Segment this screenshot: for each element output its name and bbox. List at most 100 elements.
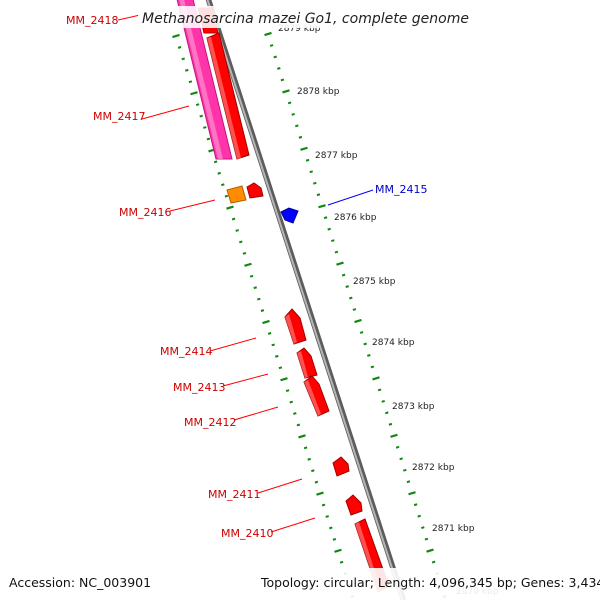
inner-track-minor-tick: [307, 457, 311, 461]
outer-track-major-tick: [318, 204, 326, 209]
tick-label: 2879 kbp: [278, 24, 321, 34]
gene-label-layer: MM_2418 MM_2417 MM_2416 MM_2415 MM_2414 …: [66, 14, 427, 540]
outer-track-major-tick: [264, 31, 272, 37]
gene-label-MM_2413[interactable]: MM_2413: [173, 381, 225, 394]
gene-MM_2414-highlight: [285, 314, 297, 344]
outer-track-minor-tick: [403, 468, 407, 472]
gene-MM_2410a-feature[interactable]: [345, 494, 363, 516]
outer-track-major-tick: [354, 318, 362, 324]
inner-track-major-tick: [298, 434, 306, 439]
gene-MM_2416-feature[interactable]: [246, 182, 264, 199]
gene-label-MM_2412[interactable]: MM_2412: [184, 416, 236, 429]
inner-track-minor-tick: [275, 354, 279, 358]
outer-tick-track: [264, 31, 447, 598]
outer-track-minor-tick: [273, 55, 277, 59]
outer-track-major-tick: [408, 491, 416, 496]
inner-track-minor-tick: [206, 137, 211, 141]
inner-track-minor-tick: [257, 297, 261, 301]
inner-track-major-tick: [316, 491, 324, 496]
inner-track-minor-tick: [235, 229, 239, 232]
inner-track-minor-tick: [332, 537, 337, 541]
gene-MM_2412-highlight: [304, 380, 321, 416]
inner-track-minor-tick: [271, 343, 275, 347]
inner-track-minor-tick: [181, 57, 185, 61]
inner-track-minor-tick: [188, 80, 193, 84]
outer-track-minor-tick: [352, 308, 357, 311]
tick-label: 2872 kbp: [412, 463, 455, 473]
inner-track-minor-tick: [329, 526, 333, 530]
gene-label-MM_2417[interactable]: MM_2417: [93, 110, 145, 123]
inner-track-minor-tick: [242, 251, 247, 255]
inner-track-minor-tick: [311, 469, 315, 473]
orange-feature[interactable]: [226, 185, 247, 204]
label-leader-MM_2418: [117, 14, 141, 21]
outer-track-minor-tick: [424, 537, 429, 541]
label-leader-MM_2412: [233, 406, 279, 421]
outer-track-minor-tick: [406, 480, 411, 484]
gene-label-MM_2418[interactable]: MM_2418: [66, 14, 118, 27]
genome-summary-text: Topology: circular; Length: 4,096,345 bp…: [260, 575, 600, 590]
inner-track-minor-tick: [296, 423, 301, 427]
tick-label: 2871 kbp: [432, 524, 475, 534]
gene-label-MM_2410[interactable]: MM_2410: [221, 527, 273, 540]
gene-features: [176, 0, 390, 593]
inner-track-major-tick: [280, 377, 288, 382]
pink-feature-highlight: [179, 0, 223, 159]
outer-track-minor-tick: [381, 399, 385, 403]
inner-track-major-tick: [172, 33, 180, 39]
outer-track-minor-tick: [399, 457, 403, 461]
tick-label: 2876 kbp: [334, 213, 377, 223]
inner-track-minor-tick: [221, 183, 225, 187]
outer-track-minor-tick: [295, 124, 299, 128]
gene-MM_2415-feature[interactable]: [280, 207, 299, 224]
outer-track-minor-tick: [327, 227, 331, 231]
label-leader-MM_2410: [270, 517, 316, 533]
inner-track-major-tick: [244, 262, 252, 267]
inner-track-minor-tick: [249, 274, 254, 278]
outer-track-minor-tick: [370, 365, 375, 369]
inner-track-minor-tick: [267, 332, 272, 335]
inner-track-major-tick: [190, 91, 198, 96]
gene-MM_2413-highlight: [297, 351, 308, 378]
gene-label-MM_2414[interactable]: MM_2414: [160, 345, 212, 358]
label-leader-MM_2411: [257, 478, 303, 494]
inner-track-minor-tick: [325, 515, 329, 518]
outer-track-minor-tick: [298, 135, 303, 139]
outer-track-minor-tick: [313, 181, 317, 185]
gene-MM_2417-highlight: [207, 37, 241, 159]
outer-track-minor-tick: [388, 422, 393, 426]
accession-text: Accession: NC_003901: [9, 575, 151, 590]
outer-track-minor-tick: [413, 503, 418, 507]
inner-track-minor-tick: [203, 126, 207, 129]
inner-track-minor-tick: [177, 46, 182, 49]
gene-label-MM_2411[interactable]: MM_2411: [208, 488, 260, 501]
gene-MM_2411-feature[interactable]: [332, 456, 350, 477]
outer-track-major-tick: [300, 146, 308, 151]
inner-track-minor-tick: [224, 194, 229, 198]
gene-label-MM_2415[interactable]: MM_2415: [375, 183, 427, 196]
inner-track-minor-tick: [285, 389, 290, 393]
inner-track-minor-tick: [293, 412, 297, 415]
tick-label: 2875 kbp: [353, 277, 396, 287]
label-leader-MM_2417: [141, 105, 190, 120]
outer-track-minor-tick: [377, 388, 382, 392]
inner-track-minor-tick: [321, 503, 326, 507]
outer-track-major-tick: [372, 376, 380, 381]
tick-label: 2873 kbp: [392, 402, 435, 412]
inner-track-minor-tick: [289, 400, 293, 404]
outer-track-minor-tick: [305, 158, 310, 162]
inner-track-minor-tick: [278, 366, 283, 370]
outer-track-minor-tick: [323, 216, 328, 220]
outer-track-minor-tick: [341, 273, 346, 277]
outer-track-major-tick: [282, 89, 290, 94]
inner-track-major-tick: [334, 548, 342, 553]
inner-track-minor-tick: [199, 114, 203, 118]
outer-track-minor-tick: [421, 526, 425, 530]
inner-track-minor-tick: [303, 446, 308, 450]
inner-track-minor-tick: [260, 309, 265, 312]
outer-track-minor-tick: [316, 193, 321, 197]
inner-track-minor-tick: [195, 103, 200, 107]
tick-label: 2877 kbp: [315, 151, 358, 161]
gene-label-MM_2416[interactable]: MM_2416: [119, 206, 171, 219]
